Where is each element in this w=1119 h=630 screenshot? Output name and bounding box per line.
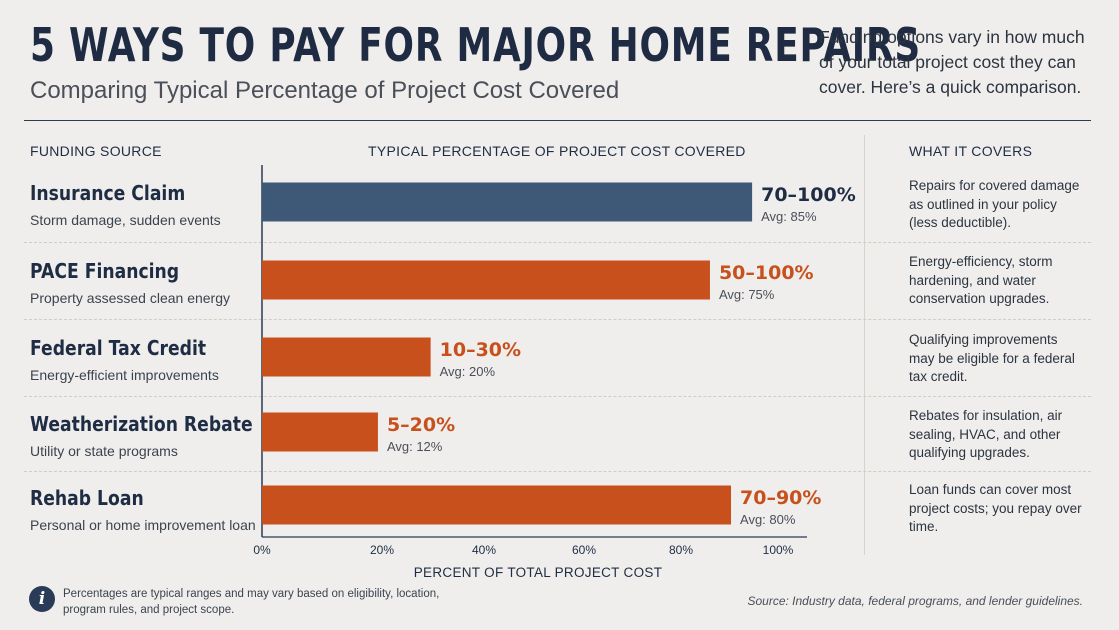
row-divider bbox=[24, 471, 1091, 472]
covers-text: Qualifying improvements may be eligible … bbox=[909, 332, 1075, 384]
bar bbox=[262, 182, 753, 222]
row-subtitle: Energy-efficient improvements bbox=[30, 367, 219, 383]
row-label-pace-financing: PACE Financing Property assessed clean e… bbox=[30, 259, 230, 306]
row-title: Insurance Claim bbox=[30, 181, 186, 205]
row-label-rehab-loan: Rehab Loan Personal or home improvement … bbox=[30, 486, 256, 533]
x-tick-label: 40% bbox=[472, 543, 496, 557]
row-title: PACE Financing bbox=[30, 259, 180, 283]
x-tick-label: 80% bbox=[669, 543, 693, 557]
page-subtitle: Comparing Typical Percentage of Project … bbox=[30, 77, 620, 104]
avg-label: Avg: 85% bbox=[761, 209, 817, 224]
row-label-insurance-claim: Insurance Claim Storm damage, sudden eve… bbox=[30, 181, 221, 228]
column-header-percent: TYPICAL PERCENTAGE OF PROJECT COST COVER… bbox=[368, 143, 746, 159]
column-divider bbox=[864, 135, 865, 555]
avg-label: Avg: 80% bbox=[740, 512, 796, 527]
bar bbox=[262, 337, 431, 377]
avg-label: Avg: 75% bbox=[719, 287, 775, 302]
row-subtitle: Utility or state programs bbox=[30, 443, 178, 459]
x-tick-label: 60% bbox=[572, 543, 596, 557]
range-label: 50–100% bbox=[719, 262, 814, 284]
avg-label: Avg: 20% bbox=[440, 364, 496, 379]
bar bbox=[262, 260, 710, 300]
row-subtitle: Storm damage, sudden events bbox=[30, 212, 221, 228]
covers-text: Loan funds can cover most project costs;… bbox=[909, 482, 1082, 534]
x-tick-label: 100% bbox=[763, 543, 794, 557]
bar bbox=[262, 485, 732, 525]
x-tick-label: 20% bbox=[370, 543, 394, 557]
range-label: 10–30% bbox=[440, 339, 521, 361]
range-label: 70–100% bbox=[761, 184, 856, 206]
column-header-covers: WHAT IT COVERS bbox=[909, 143, 1033, 159]
footnote: Percentages are typical ranges and may v… bbox=[63, 588, 440, 616]
row-title: Federal Tax Credit bbox=[30, 336, 207, 360]
row-divider bbox=[24, 319, 1091, 320]
row-divider bbox=[24, 242, 1091, 243]
row-title: Weatherization Rebate bbox=[30, 412, 253, 436]
row-label-weatherization-rebate: Weatherization Rebate Utility or state p… bbox=[30, 412, 289, 459]
row-label-federal-tax-credit: Federal Tax Credit Energy-efficient impr… bbox=[30, 336, 235, 383]
row-title: Rehab Loan bbox=[30, 486, 144, 510]
header-divider bbox=[24, 120, 1091, 121]
row-subtitle: Property assessed clean energy bbox=[30, 290, 230, 306]
covers-text: Repairs for covered damage as outlined i… bbox=[909, 178, 1080, 230]
x-axis-title: PERCENT OF TOTAL PROJECT COST bbox=[414, 565, 663, 580]
x-tick-label: 0% bbox=[253, 543, 271, 557]
covers-text: Rebates for insulation, air sealing, HVA… bbox=[909, 408, 1063, 460]
row-divider bbox=[24, 396, 1091, 397]
range-label: 5–20% bbox=[387, 414, 455, 436]
page-title: 5 WAYS TO PAY FOR MAJOR HOME REPAIRS bbox=[30, 18, 921, 72]
info-icon: i bbox=[29, 586, 55, 612]
row-subtitle: Personal or home improvement loan bbox=[30, 517, 256, 533]
bar bbox=[262, 412, 378, 452]
source-note: Source: Industry data, federal programs,… bbox=[747, 594, 1083, 608]
intro-text: Funding options vary in how much of your… bbox=[819, 27, 1085, 97]
range-label: 70–90% bbox=[740, 487, 821, 509]
avg-label: Avg: 12% bbox=[387, 439, 443, 454]
column-header-source: FUNDING SOURCE bbox=[30, 143, 162, 159]
covers-text: Energy-efficiency, storm hardening, and … bbox=[909, 254, 1053, 306]
